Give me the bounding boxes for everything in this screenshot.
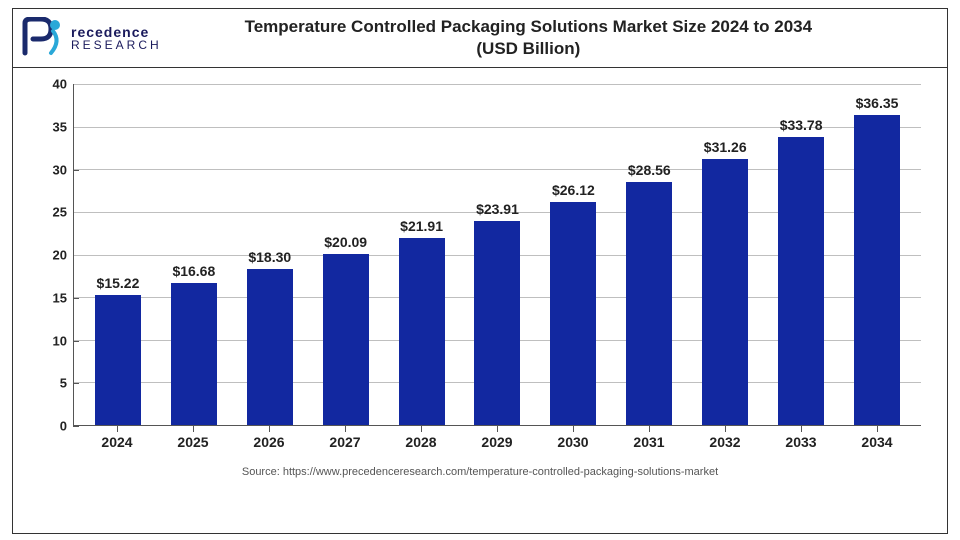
y-tick-label: 10 [53,333,67,348]
bar-value-label: $21.91 [400,218,443,234]
bar-slot: $23.91 [460,84,536,425]
x-tick-label: 2034 [839,426,915,462]
y-tick-label: 35 [53,119,67,134]
x-tick-label: 2026 [231,426,307,462]
bar [399,238,445,425]
title-line1: Temperature Controlled Packaging Solutio… [245,17,812,36]
x-tick-label: 2027 [307,426,383,462]
bar [474,221,520,425]
y-tick-label: 0 [60,419,67,434]
y-axis: 0510152025303540 [39,84,73,426]
chart-title: Temperature Controlled Packaging Solutio… [178,16,879,60]
y-tick-label: 20 [53,248,67,263]
bar [247,269,293,425]
bar-slot: $28.56 [611,84,687,425]
logo-icon [21,17,69,59]
bar-value-label: $20.09 [324,234,367,250]
bar-slot: $31.26 [687,84,763,425]
bars-group: $15.22 $16.68 $18.30 $20.09 $21.91 $23.91 $26.… [74,84,921,425]
bar-slot: $26.12 [535,84,611,425]
x-tick-label: 2031 [611,426,687,462]
x-tick-label: 2028 [383,426,459,462]
logo: recedence RESEARCH [21,17,162,59]
y-tick-label: 15 [53,290,67,305]
y-tick-label: 5 [60,376,67,391]
bar [550,202,596,425]
bar-slot: $21.91 [384,84,460,425]
logo-text: recedence RESEARCH [71,25,162,51]
bar [323,254,369,425]
bar-value-label: $31.26 [704,139,747,155]
grid-area: $15.22 $16.68 $18.30 $20.09 $21.91 $23.91 $26.… [73,84,921,426]
plot-area: 0510152025303540 $15.22$16.68$18.30$20.0… [39,84,921,462]
bar-slot: $36.35 [839,84,915,425]
x-axis-labels: 2024202520262027202820292030203120322033… [73,426,921,462]
x-tick-label: 2024 [79,426,155,462]
bar-value-label: $26.12 [552,182,595,198]
bar-slot: $20.09 [308,84,384,425]
bar [702,159,748,425]
bar-slot: $18.30 [232,84,308,425]
bar-value-label: $36.35 [856,95,899,111]
bar [626,182,672,425]
bar-value-label: $28.56 [628,162,671,178]
bar-value-label: $18.30 [248,249,291,265]
chart-box: 0510152025303540 $15.22$16.68$18.30$20.0… [12,68,948,534]
y-tick-label: 30 [53,162,67,177]
bar-slot: $16.68 [156,84,232,425]
y-tick-label: 25 [53,205,67,220]
chart-container: recedence RESEARCH Temperature Controlle… [0,0,960,540]
x-tick-label: 2030 [535,426,611,462]
title-line2: (USD Billion) [476,39,580,58]
x-tick-label: 2032 [687,426,763,462]
bar [778,137,824,425]
logo-brand-bottom: RESEARCH [71,39,162,51]
bar [95,295,141,425]
bar-value-label: $23.91 [476,201,519,217]
bar-value-label: $15.22 [97,275,140,291]
x-tick-label: 2025 [155,426,231,462]
title-wrap: Temperature Controlled Packaging Solutio… [178,16,939,60]
bar-value-label: $33.78 [780,117,823,133]
bar-slot: $15.22 [80,84,156,425]
bar [171,283,217,425]
bar-slot: $33.78 [763,84,839,425]
bar [854,115,900,425]
x-tick-label: 2029 [459,426,535,462]
header: recedence RESEARCH Temperature Controlle… [12,8,948,68]
source-text: Source: https://www.precedenceresearch.c… [39,462,921,480]
x-tick-label: 2033 [763,426,839,462]
y-tick-label: 40 [53,77,67,92]
logo-brand-top: recedence [71,25,162,39]
bar-value-label: $16.68 [172,263,215,279]
